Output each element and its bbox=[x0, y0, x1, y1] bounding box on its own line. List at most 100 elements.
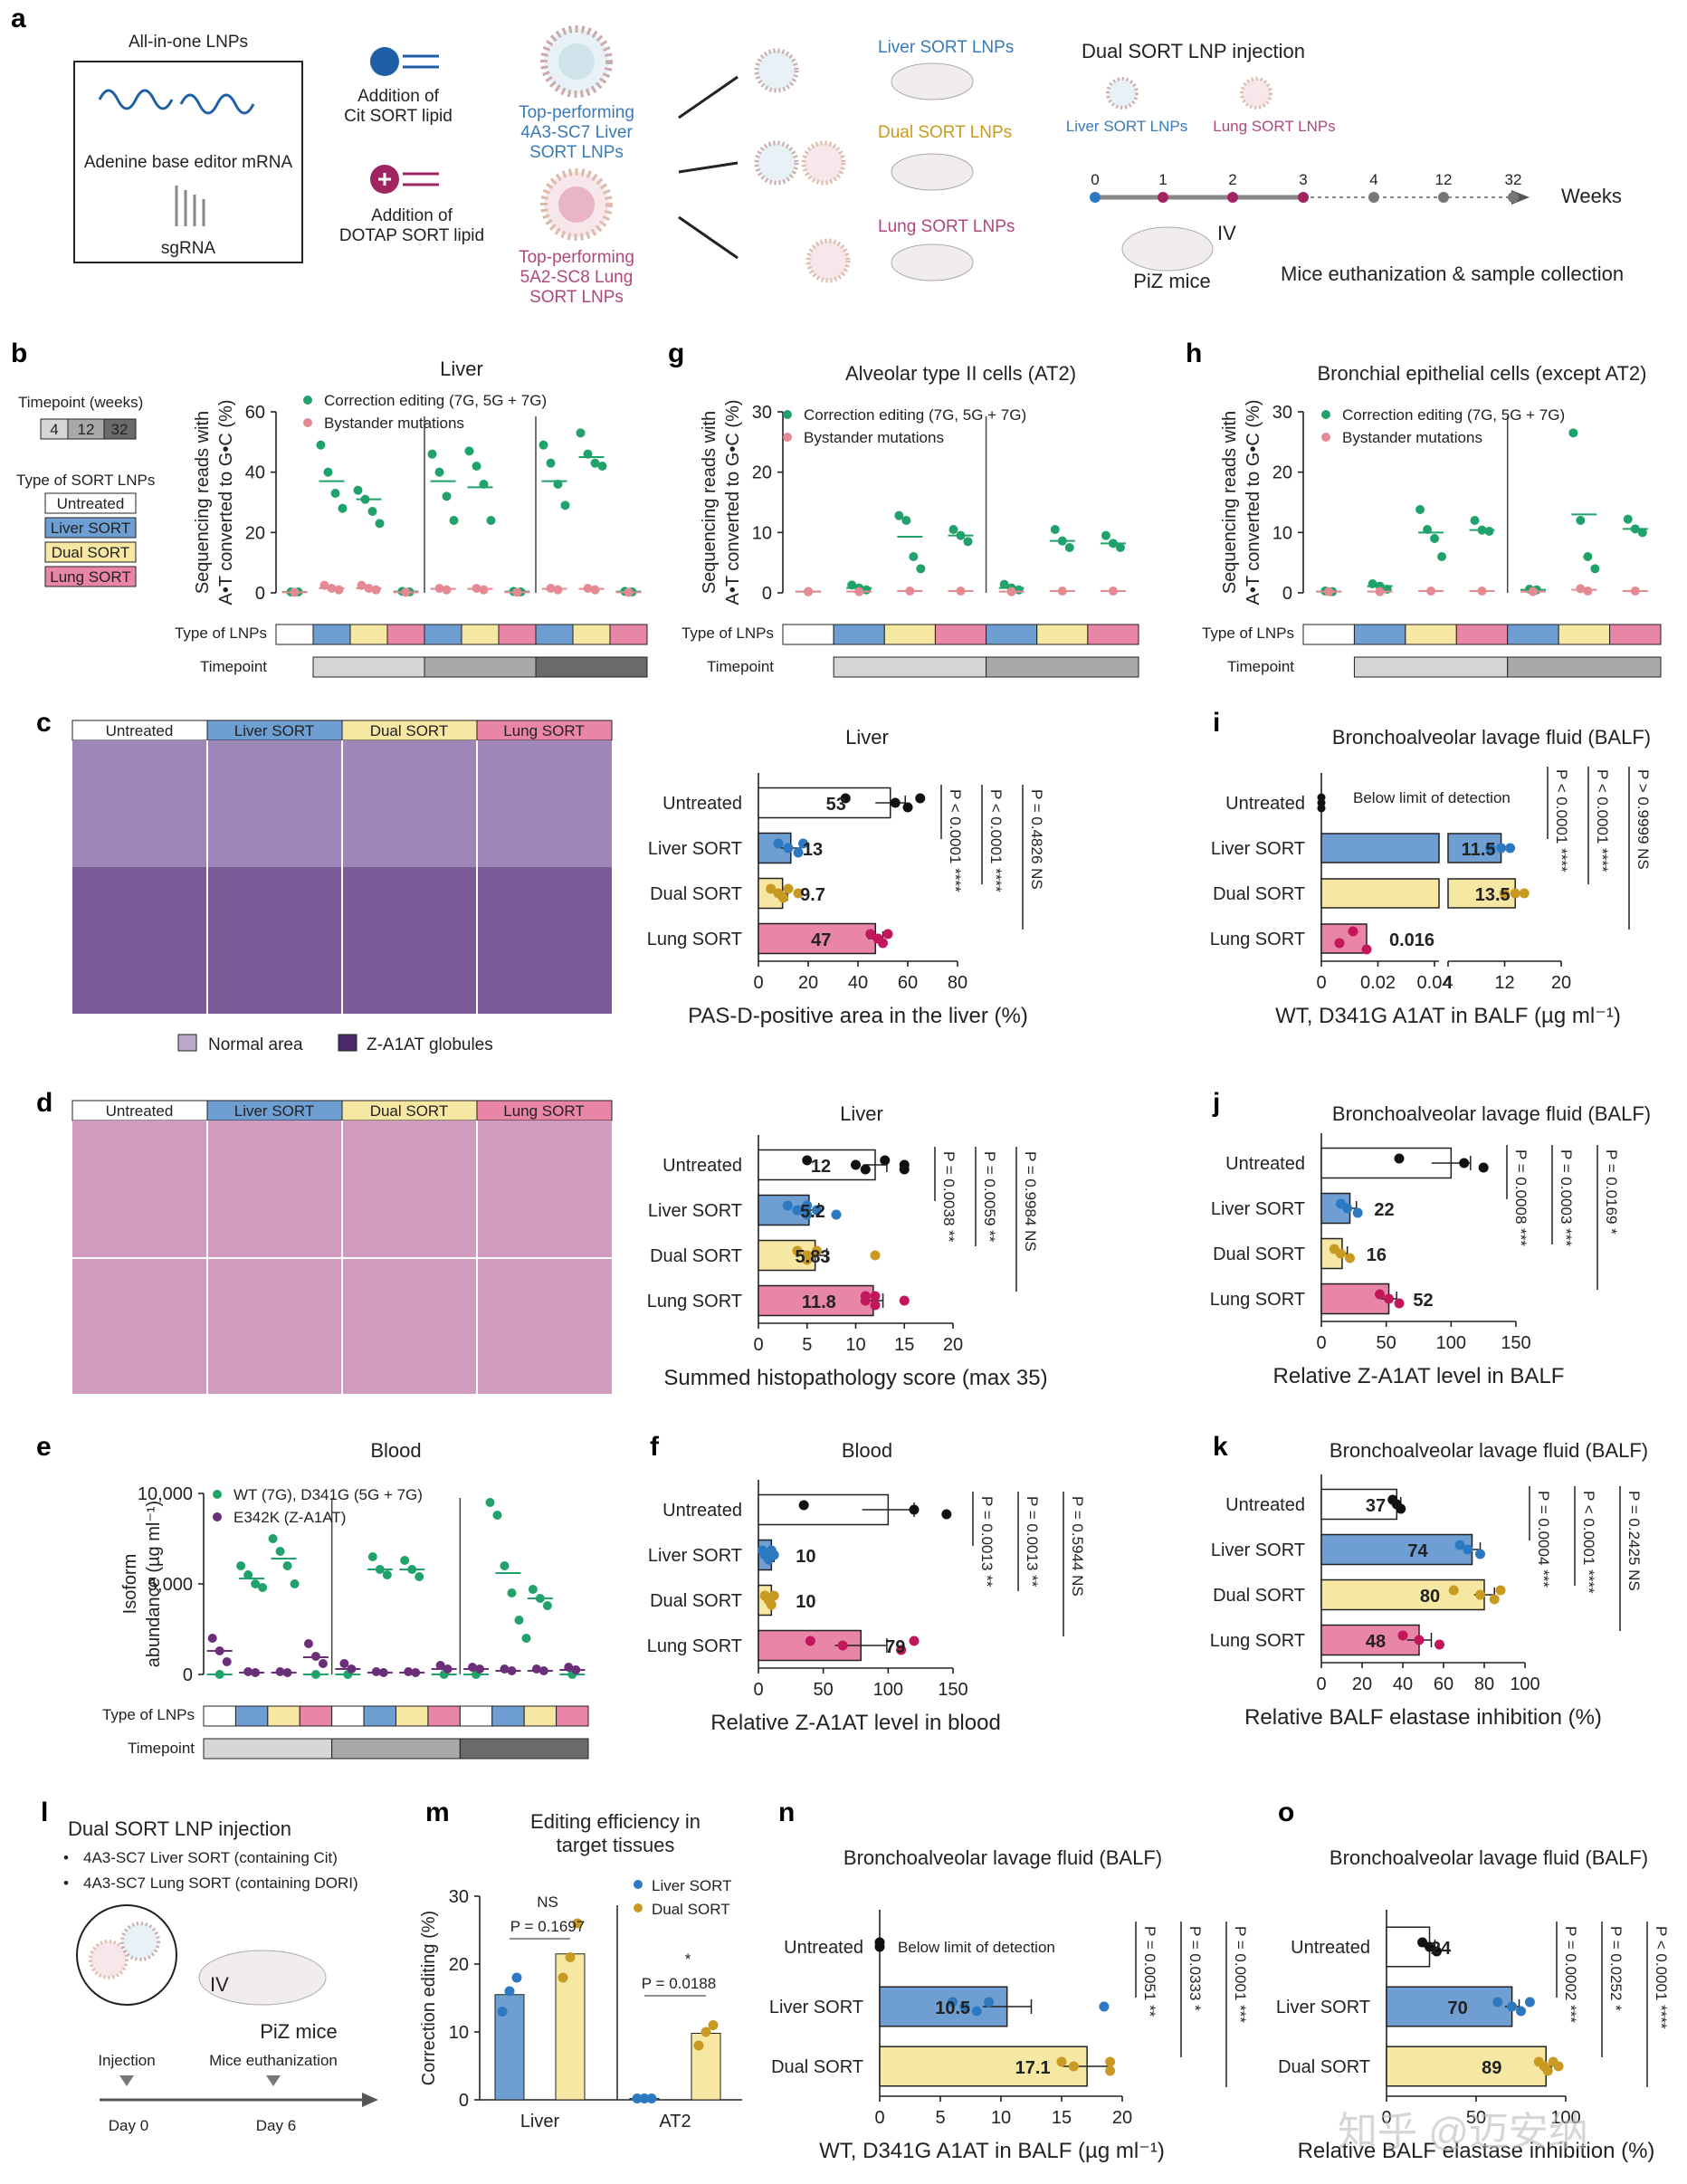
data-point bbox=[1342, 1203, 1353, 1214]
data-point bbox=[303, 1639, 313, 1648]
data-point bbox=[1101, 530, 1110, 540]
y-axis-label: Isoform bbox=[120, 1554, 140, 1615]
data-point bbox=[693, 2040, 704, 2051]
timeline-dot bbox=[1090, 192, 1101, 203]
lung-lnp-small-icon bbox=[1240, 77, 1272, 110]
image-header-label: Dual SORT bbox=[370, 722, 449, 739]
data-point bbox=[783, 883, 794, 894]
legend-b: b Timepoint (weeks) 4 12 32 Type of SORT… bbox=[11, 339, 155, 587]
chart-title: Liver bbox=[845, 726, 889, 749]
chart-title: target tissues bbox=[557, 1834, 675, 1856]
data-point bbox=[766, 883, 777, 894]
dotap-lipid-tail-icon bbox=[403, 172, 439, 186]
data-point bbox=[782, 1200, 793, 1211]
piz-mouse-icon-l bbox=[198, 1950, 327, 2006]
y-tick-label: 30 bbox=[752, 403, 772, 423]
p-value-label: P < 0.0001 **** bbox=[1653, 1926, 1670, 2029]
data-point bbox=[792, 1205, 803, 1216]
category-label: Dual SORT bbox=[1213, 884, 1305, 904]
data-point bbox=[1505, 843, 1516, 854]
arrows bbox=[678, 75, 739, 260]
panel-j-chart: j Bronchoalveolar lavage fluid (BALF) 0 50 1… bbox=[1210, 1088, 1651, 1388]
x-axis-label: Relative Z-A1AT level in blood bbox=[710, 1711, 1001, 1735]
data-point bbox=[1375, 1289, 1385, 1300]
data-point bbox=[464, 446, 474, 456]
data-point bbox=[778, 892, 788, 903]
type-swatch-untreated bbox=[44, 492, 137, 514]
data-point bbox=[708, 2020, 719, 2030]
timeline-dot bbox=[1227, 192, 1238, 203]
y-tick-label: 30 bbox=[1272, 403, 1292, 423]
cit-lipid-icon bbox=[370, 47, 399, 76]
image-header-label: Lung SORT bbox=[503, 722, 584, 739]
panel-letter-l: l bbox=[41, 1798, 48, 1827]
y-tick-label: 20 bbox=[1272, 463, 1292, 483]
legend-label: Bystander mutations bbox=[324, 415, 464, 432]
data-point bbox=[773, 838, 784, 849]
data-point bbox=[528, 1585, 538, 1594]
mrna-icon bbox=[98, 89, 255, 115]
add-dotap-line1: Addition of bbox=[371, 206, 453, 225]
type-strip-cell bbox=[535, 624, 574, 645]
chart-title: Bronchoalveolar lavage fluid (BALF) bbox=[1330, 1439, 1648, 1462]
data-point bbox=[511, 1972, 522, 1983]
timeline-dot bbox=[1158, 192, 1168, 203]
data-point bbox=[539, 440, 548, 450]
data-point bbox=[860, 1295, 871, 1306]
data-point bbox=[793, 847, 804, 858]
data-point bbox=[339, 1659, 349, 1668]
panel-h-chart: h Bronchial epithelial cells (except AT2)… bbox=[1186, 339, 1662, 678]
x-tick-label: 100 bbox=[1550, 2108, 1580, 2128]
dual-lnp-liver-icon bbox=[754, 140, 799, 186]
data-point bbox=[434, 467, 444, 477]
timeline-dot bbox=[1368, 192, 1379, 203]
y-tick-label: 10 bbox=[1272, 523, 1292, 543]
data-point bbox=[1056, 2056, 1067, 2067]
data-point bbox=[367, 1552, 377, 1561]
type-strip-cell bbox=[833, 624, 885, 645]
type-strip-cell bbox=[234, 1705, 269, 1727]
data-point bbox=[959, 2001, 970, 2012]
x-tick-label: 15 bbox=[894, 1335, 914, 1355]
bar bbox=[1386, 1986, 1513, 2027]
type-strip-cell bbox=[203, 1705, 236, 1727]
type-label-untreated: Untreated bbox=[57, 495, 125, 512]
type-strip-cell bbox=[427, 1705, 461, 1727]
panel-d-images: d Untreated Liver SORT Dual SORT Lung SORT bbox=[36, 1088, 613, 1394]
x-tick-label: 20 bbox=[1551, 973, 1571, 993]
value-label: 16 bbox=[1367, 1245, 1387, 1265]
data-point bbox=[768, 1590, 779, 1601]
x-tick-label: 0 bbox=[1381, 2108, 1391, 2128]
value-label: 12 bbox=[811, 1157, 831, 1177]
below-limit-note: Below limit of detection bbox=[1353, 789, 1511, 806]
y-tick-label: 40 bbox=[245, 463, 265, 483]
data-point bbox=[1394, 1153, 1405, 1164]
timepoint-strip-cell bbox=[424, 656, 537, 678]
p-value-label: P < 0.0001 **** bbox=[947, 789, 964, 892]
x-tick-label: 5 bbox=[802, 1335, 812, 1355]
data-point bbox=[1499, 888, 1510, 899]
data-point bbox=[639, 2093, 650, 2103]
add-dotap-line2: DOTAP SORT lipid bbox=[339, 226, 484, 245]
data-point bbox=[472, 462, 481, 471]
data-point bbox=[802, 1155, 813, 1166]
category-label: Untreated bbox=[1291, 1938, 1370, 1958]
timepoint-strip-cell bbox=[459, 1738, 589, 1760]
panel-letter-d: d bbox=[36, 1088, 52, 1118]
y-axis-label: Sequencing reads with bbox=[700, 411, 720, 594]
type-strip-cell bbox=[363, 1705, 397, 1727]
sgrna-icon bbox=[175, 186, 205, 226]
category-label: Liver bbox=[520, 2112, 560, 2132]
timeline-markers-icon bbox=[119, 2075, 281, 2086]
data-point bbox=[1352, 1207, 1363, 1218]
lnp-zoom-circle bbox=[76, 1904, 177, 2006]
euth-label-l: Mice euthanization bbox=[209, 2052, 338, 2069]
panel-l: l Dual SORT LNP injection • 4A3-SC7 Live… bbox=[41, 1798, 378, 2134]
data-point bbox=[909, 1636, 920, 1646]
x-tick-label: 50 bbox=[1466, 2108, 1486, 2128]
add-cit-line1: Addition of bbox=[357, 87, 440, 106]
type-label-liver: Liver SORT bbox=[51, 520, 131, 537]
category-label: Dual SORT bbox=[1213, 1245, 1305, 1264]
x-tick-label: 0 bbox=[753, 973, 763, 993]
type-strip-cell bbox=[312, 624, 351, 645]
